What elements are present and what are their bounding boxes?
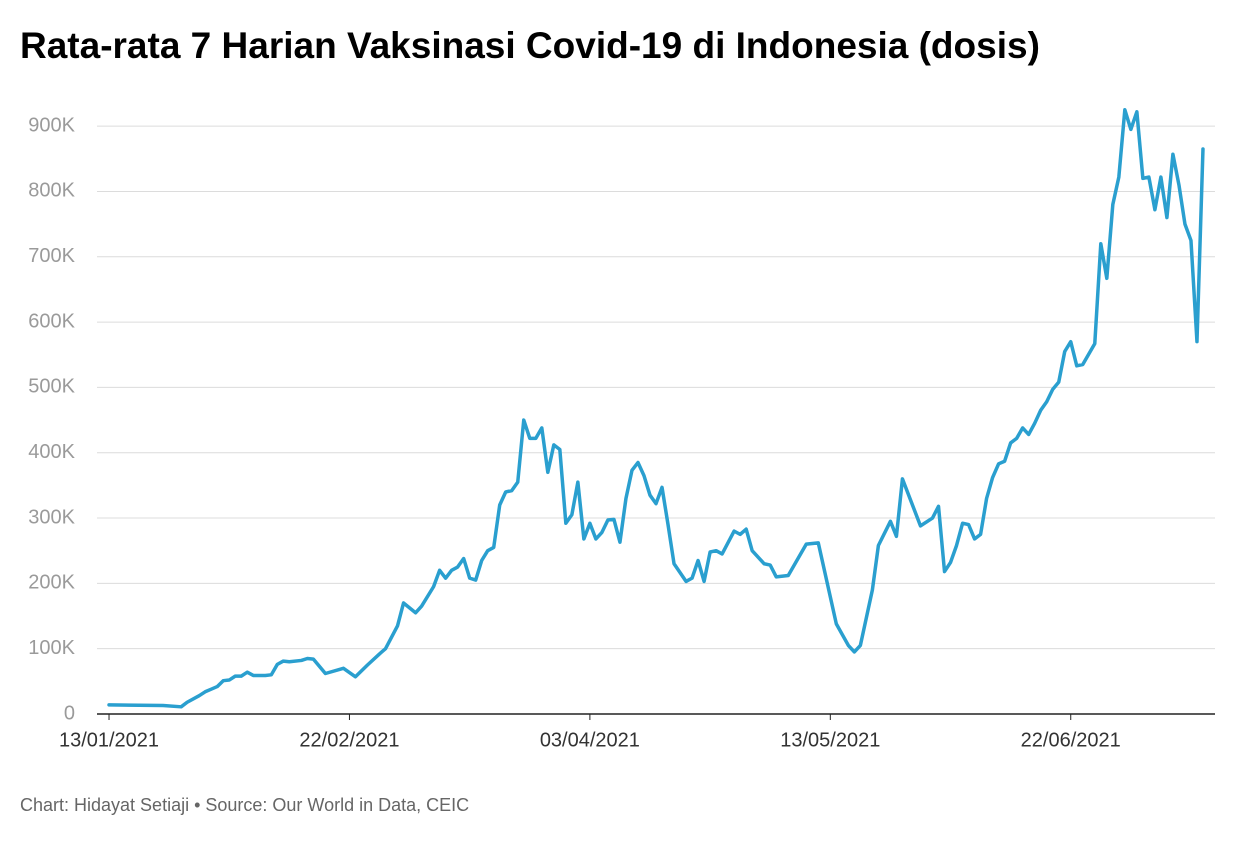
y-tick-label: 100K	[28, 637, 75, 659]
chart-title: Rata-rata 7 Harian Vaksinasi Covid-19 di…	[20, 25, 1040, 66]
y-tick-label: 800K	[28, 180, 75, 202]
x-tick-label: 13/01/2021	[59, 729, 159, 751]
source-note: Chart: Hidayat Setiaji • Source: Our Wor…	[20, 795, 469, 815]
y-tick-label: 200K	[28, 572, 75, 594]
y-tick-label: 0	[64, 702, 75, 724]
y-tick-label: 400K	[28, 441, 75, 463]
y-tick-label: 900K	[28, 114, 75, 136]
data-line	[107, 108, 1205, 709]
x-tick-label: 22/02/2021	[299, 729, 399, 751]
y-tick-label: 600K	[28, 310, 75, 332]
y-tick-label: 700K	[28, 245, 75, 267]
y-tick-label: 500K	[28, 376, 75, 398]
x-tick-label: 13/05/2021	[780, 729, 880, 751]
x-tick-label: 03/04/2021	[540, 729, 640, 751]
y-tick-label: 300K	[28, 506, 75, 528]
x-tick-label: 22/06/2021	[1021, 729, 1121, 751]
